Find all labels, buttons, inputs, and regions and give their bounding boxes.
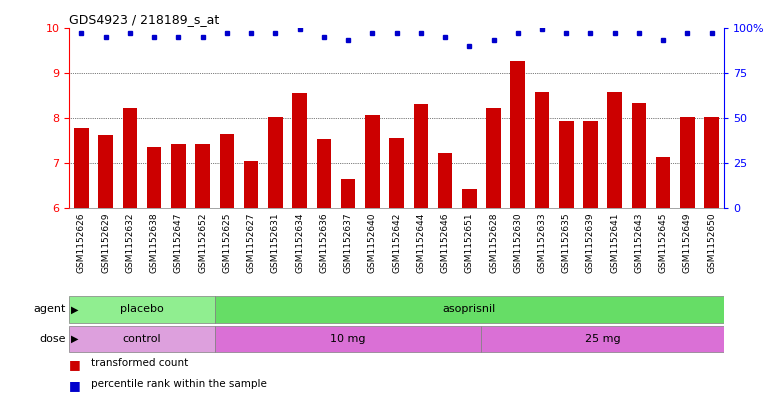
Text: asoprisnil: asoprisnil (443, 305, 496, 314)
Text: GSM1152625: GSM1152625 (223, 213, 231, 273)
Text: GSM1152646: GSM1152646 (440, 213, 450, 273)
Text: GSM1152634: GSM1152634 (295, 213, 304, 273)
Text: GSM1152631: GSM1152631 (271, 213, 280, 273)
Text: GSM1152640: GSM1152640 (368, 213, 377, 273)
Text: dose: dose (39, 334, 65, 344)
Text: GSM1152628: GSM1152628 (489, 213, 498, 273)
Text: GSM1152642: GSM1152642 (392, 213, 401, 273)
Bar (631, 103, 646, 208)
Bar (559, 121, 574, 208)
Text: ▶: ▶ (71, 334, 79, 344)
Bar (244, 161, 259, 208)
Bar (215, 326, 481, 352)
Bar (69, 326, 215, 352)
Bar (583, 121, 598, 208)
Text: GSM1152635: GSM1152635 (562, 213, 571, 273)
Bar (341, 179, 355, 208)
Text: GSM1152630: GSM1152630 (514, 213, 522, 273)
Bar (705, 117, 719, 208)
Bar (608, 92, 622, 208)
Text: GSM1152636: GSM1152636 (320, 213, 328, 273)
Text: GDS4923 / 218189_s_at: GDS4923 / 218189_s_at (69, 13, 219, 26)
Text: GSM1152652: GSM1152652 (198, 213, 207, 273)
Bar (511, 61, 525, 208)
Bar (680, 117, 695, 208)
Text: transformed count: transformed count (91, 358, 188, 367)
Bar (215, 296, 724, 323)
Bar (69, 296, 215, 323)
Bar (219, 134, 234, 208)
Bar (196, 144, 210, 208)
Text: control: control (122, 334, 162, 344)
Text: GSM1152632: GSM1152632 (126, 213, 135, 273)
Bar (413, 104, 428, 208)
Bar (365, 115, 380, 208)
Bar (171, 144, 186, 208)
Bar (486, 108, 500, 208)
Text: GSM1152650: GSM1152650 (707, 213, 716, 273)
Text: GSM1152638: GSM1152638 (149, 213, 159, 273)
Text: GSM1152645: GSM1152645 (658, 213, 668, 273)
Bar (122, 108, 137, 208)
Text: 25 mg: 25 mg (584, 334, 621, 344)
Text: ■: ■ (69, 379, 81, 392)
Text: GSM1152627: GSM1152627 (246, 213, 256, 273)
Text: 10 mg: 10 mg (330, 334, 366, 344)
Text: placebo: placebo (120, 305, 164, 314)
Text: ■: ■ (69, 358, 81, 371)
Bar (293, 93, 307, 208)
Bar (656, 157, 671, 208)
Bar (390, 138, 403, 208)
Bar (99, 135, 113, 208)
Text: GSM1152633: GSM1152633 (537, 213, 547, 273)
Text: GSM1152639: GSM1152639 (586, 213, 595, 273)
Bar (534, 92, 549, 208)
Text: ▶: ▶ (71, 305, 79, 314)
Bar (74, 128, 89, 208)
Text: agent: agent (33, 305, 65, 314)
Bar (481, 326, 724, 352)
Bar (268, 117, 283, 208)
Text: GSM1152626: GSM1152626 (77, 213, 86, 273)
Bar (316, 139, 331, 208)
Text: GSM1152637: GSM1152637 (343, 213, 353, 273)
Text: GSM1152644: GSM1152644 (417, 213, 425, 273)
Bar (438, 153, 452, 208)
Bar (462, 189, 477, 208)
Text: GSM1152647: GSM1152647 (174, 213, 183, 273)
Text: GSM1152643: GSM1152643 (634, 213, 644, 273)
Text: GSM1152651: GSM1152651 (465, 213, 474, 273)
Text: GSM1152629: GSM1152629 (101, 213, 110, 273)
Bar (147, 147, 162, 208)
Text: percentile rank within the sample: percentile rank within the sample (91, 379, 266, 389)
Text: GSM1152641: GSM1152641 (610, 213, 619, 273)
Text: GSM1152649: GSM1152649 (683, 213, 692, 273)
